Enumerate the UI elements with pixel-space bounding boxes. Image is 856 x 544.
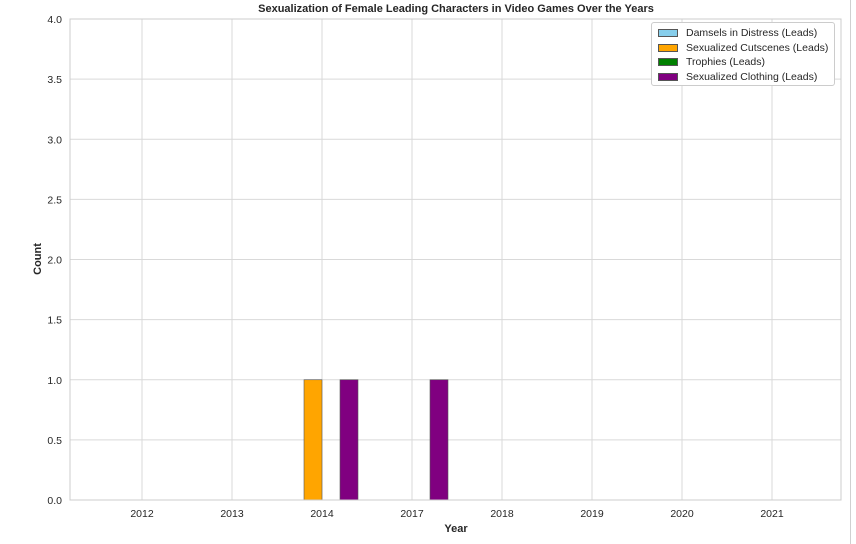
y-tick-label: 3.0 [47,134,62,146]
y-tick-label: 2.0 [47,255,62,267]
x-tick-label: 2019 [580,508,604,520]
y-tick-label: 0.0 [47,495,62,507]
bar [339,379,359,501]
x-tick-label: 2013 [220,508,244,520]
x-tick-label: 2021 [760,508,784,520]
chart-title: Sexualization of Female Leading Characte… [258,3,654,15]
legend-swatch [658,72,678,81]
x-tick-label: 2020 [670,508,694,520]
window-edge [850,0,856,544]
legend-item: Trophies (Leads) [658,55,828,70]
legend-label: Sexualized Clothing (Leads) [686,70,818,83]
x-axis-label: Year [444,523,468,535]
y-tick-label: 3.5 [47,74,62,86]
y-axis-label: Count [32,243,44,275]
plot-area: 0.0 0.5 1.0 1.5 2.0 2.5 3.0 3.5 4.0 2012 2013 2014 2… [47,14,842,520]
legend-item: Sexualized Clothing (Leads) [658,70,828,85]
x-tick-label: 2014 [310,508,334,520]
legend-item: Sexualized Cutscenes (Leads) [658,41,828,56]
x-tick-label: 2017 [400,508,424,520]
bar [429,379,449,501]
legend-label: Trophies (Leads) [686,56,765,69]
legend-item: Damsels in Distress (Leads) [658,26,828,41]
legend-swatch [658,58,678,67]
y-tick-label: 0.5 [47,435,62,447]
y-tick-label: 2.5 [47,194,62,206]
y-tick-label: 4.0 [47,14,62,26]
x-tick-label: 2012 [130,508,154,520]
legend-label: Damsels in Distress (Leads) [686,27,818,40]
y-tick-label: 1.5 [47,315,62,327]
bar [303,379,323,501]
plot-frame [69,18,842,501]
legend-swatch [658,29,678,38]
y-tick-label: 1.0 [47,375,62,387]
legend-swatch [658,43,678,52]
chart-legend: Damsels in Distress (Leads) Sexualized C… [651,22,835,86]
x-tick-label: 2018 [490,508,514,520]
legend-label: Sexualized Cutscenes (Leads) [686,41,829,54]
